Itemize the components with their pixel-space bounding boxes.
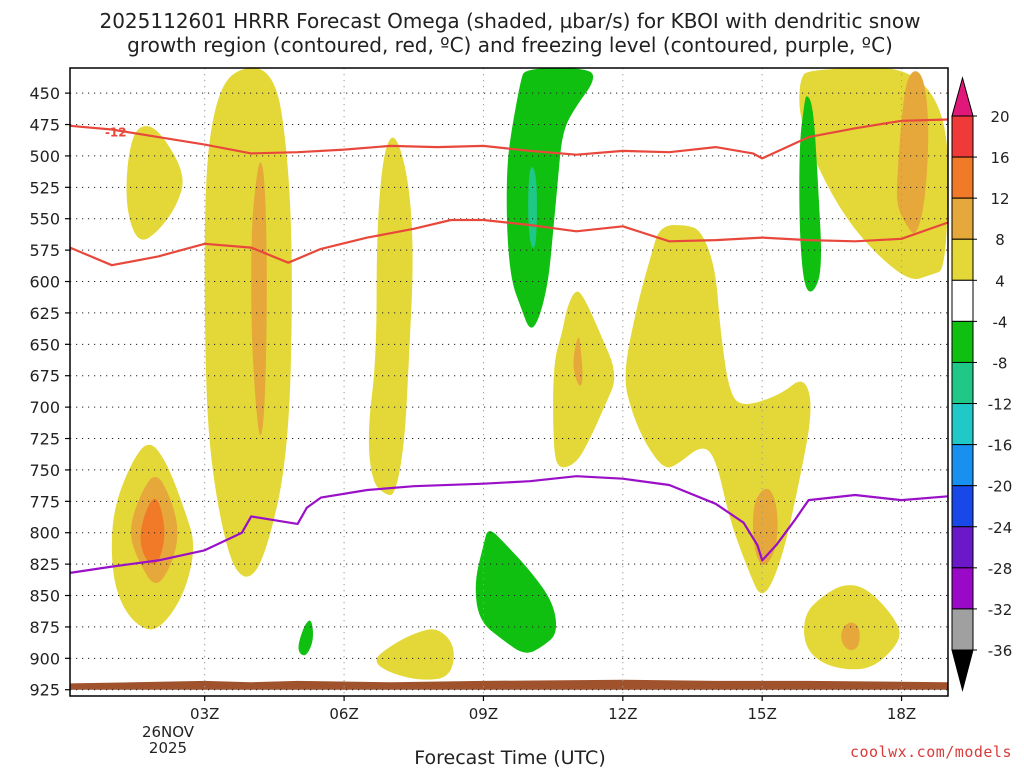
y-tick-label: 875 <box>29 618 60 637</box>
x-axis-label: Forecast Time (UTC) <box>414 747 605 768</box>
credit-text: coolwx.com/models <box>849 743 1012 761</box>
colorbar-segment <box>951 608 974 651</box>
colorbar-label: -12 <box>988 396 1013 414</box>
contour-dgz_warm <box>70 218 948 267</box>
omega-fill-layer <box>70 68 948 690</box>
omega-region-pos8 <box>251 162 267 436</box>
contour-freezing_level <box>70 475 948 574</box>
colorbar-label: -4 <box>993 313 1008 331</box>
omega-region-ground <box>70 679 948 690</box>
x-axis: 03Z 06Z 09Z 12Z 15Z 18Z <box>190 696 916 723</box>
colorbar-label: 20 <box>990 108 1009 126</box>
x-tick-label: 12Z <box>608 705 637 723</box>
contour-label-layer: -12 <box>105 126 127 140</box>
colorbar-segment <box>951 115 974 158</box>
y-tick-label: 625 <box>29 304 60 323</box>
omega-region-pos4 <box>368 137 413 495</box>
colorbar-label: -32 <box>988 601 1013 619</box>
date-label-line1: 26NOV <box>142 723 195 741</box>
y-tick-label: 575 <box>29 241 60 260</box>
y-tick-label: 475 <box>29 116 60 135</box>
omega-region-neg4 <box>298 620 314 656</box>
omega-region-pos8 <box>573 337 583 386</box>
y-tick-label: 600 <box>29 273 60 292</box>
y-tick-label: 650 <box>29 335 60 354</box>
y-tick-label: 900 <box>29 649 60 668</box>
colorbar-label: -8 <box>993 354 1008 372</box>
colorbar-segment <box>951 485 974 528</box>
y-tick-label: 700 <box>29 398 60 417</box>
colorbar-label: 8 <box>995 231 1005 249</box>
x-tick-label: 03Z <box>190 705 219 723</box>
y-tick-label: 725 <box>29 430 60 449</box>
grid-layer <box>70 68 948 696</box>
colorbar-label: -28 <box>988 560 1013 578</box>
colorbar: 20 16 12 8 4 -4 -8 -12 -16 -20 -24 -28 -32 -36 <box>951 76 1013 692</box>
omega-region-pos4 <box>204 68 292 577</box>
chart-title-line1: 2025112601 HRRR Forecast Omega (shaded, … <box>99 9 920 33</box>
omega-region-neg4 <box>475 531 557 653</box>
colorbar-segment <box>951 567 974 610</box>
plot-frame <box>69 67 949 697</box>
y-tick-label: 675 <box>29 367 60 386</box>
colorbar-segment <box>951 156 974 199</box>
contour-layer <box>70 118 948 574</box>
x-tick-label: 15Z <box>747 705 776 723</box>
y-tick-label: 525 <box>29 178 60 197</box>
omega-region-pos4 <box>553 291 615 468</box>
colorbar-segment <box>951 444 974 487</box>
omega-region-pos8 <box>896 71 929 234</box>
x-tick-label: 06Z <box>329 705 358 723</box>
y-tick-label: 450 <box>29 84 60 103</box>
colorbar-label: -16 <box>988 437 1013 455</box>
date-label-line2: 2025 <box>149 739 187 757</box>
colorbar-label: 16 <box>990 149 1009 167</box>
colorbar-bottom-arrow <box>951 649 974 692</box>
colorbar-segment <box>951 403 974 446</box>
omega-region-pos12 <box>140 498 165 565</box>
x-tick-label: 09Z <box>469 705 498 723</box>
colorbar-label: 4 <box>995 272 1005 290</box>
omega-region-neg4 <box>799 96 822 292</box>
y-tick-label: 850 <box>29 587 60 606</box>
colorbar-label: -20 <box>988 478 1013 496</box>
omega-region-pos8 <box>752 488 778 566</box>
omega-region-pos4 <box>126 126 183 240</box>
colorbar-segment <box>951 361 974 405</box>
contour-label-dgz_cold: -12 <box>105 126 127 140</box>
colorbar-label: -24 <box>988 519 1013 537</box>
colorbar-segment <box>951 197 974 240</box>
colorbar-segment <box>951 320 974 363</box>
y-tick-label: 750 <box>29 461 60 480</box>
colorbar-segment <box>951 238 974 281</box>
colorbar-segment <box>951 526 974 569</box>
y-axis: 450 475 500 525 550 575 600 625 650 675 700 725 750 7… <box>29 84 70 700</box>
y-tick-label: 550 <box>29 210 60 229</box>
y-tick-label: 925 <box>29 681 60 700</box>
y-tick-label: 500 <box>29 147 60 166</box>
chart-title-line2: growth region (contoured, red, ºC) and f… <box>127 33 893 57</box>
colorbar-top-arrow <box>951 76 974 117</box>
y-tick-label: 775 <box>29 492 60 511</box>
omega-region-pos4 <box>376 629 454 680</box>
colorbar-segment <box>951 279 974 322</box>
colorbar-label: -36 <box>988 642 1013 660</box>
x-tick-label: 18Z <box>887 705 916 723</box>
y-tick-label: 825 <box>29 555 60 574</box>
y-tick-label: 800 <box>29 524 60 543</box>
colorbar-label: 12 <box>990 190 1009 208</box>
omega-region-neg4 <box>506 68 594 328</box>
omega-region-neg8 <box>528 167 537 248</box>
omega-region-pos8 <box>841 622 860 651</box>
contour-dgz_cold <box>70 118 948 160</box>
